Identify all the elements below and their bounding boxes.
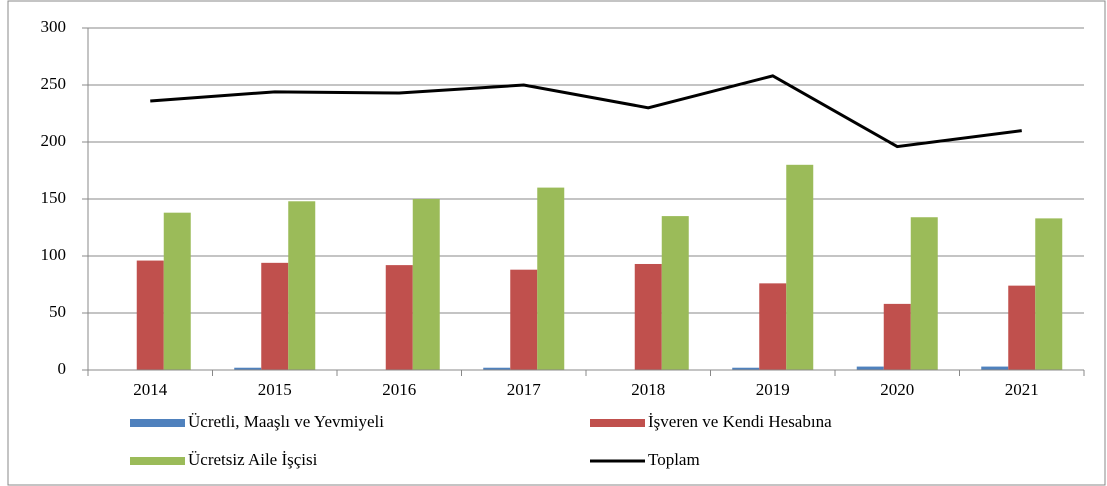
bar [1008,285,1036,370]
y-tick-label: 150 [41,188,67,207]
bar [910,217,938,370]
bar [883,303,911,370]
bar [537,187,565,370]
bar [510,269,538,370]
x-tick-label: 2014 [133,380,168,399]
bar [634,263,662,370]
bar [786,164,814,370]
y-tick-label: 200 [41,131,67,150]
bar [981,366,1009,370]
x-tick-label: 2019 [756,380,790,399]
x-tick-label: 2015 [258,380,292,399]
legend-label: Ücretsiz Aile İşçisi [188,450,318,469]
y-tick-label: 0 [58,359,67,378]
legend-label: Toplam [648,450,700,469]
y-tick-label: 100 [41,245,67,264]
bar [385,265,413,370]
bar [661,216,689,370]
y-tick-label: 50 [49,302,66,321]
legend-swatch [130,419,185,427]
x-tick-label: 2016 [382,380,416,399]
bar [483,367,511,370]
bar [234,367,262,370]
x-tick-label: 2018 [631,380,665,399]
y-tick-label: 300 [41,17,67,36]
x-tick-label: 2017 [507,380,542,399]
bar [732,367,760,370]
bar [1035,218,1063,370]
y-tick-label: 250 [41,74,67,93]
x-tick-label: 2021 [1005,380,1039,399]
legend-label: İşveren ve Kendi Hesabına [648,412,832,431]
legend-swatch [130,457,185,465]
bar [261,262,289,370]
bar [163,212,191,370]
line [150,74,1022,149]
bar [412,199,440,370]
legend-label: Ücretli, Maaşlı ve Yevmiyeli [188,412,384,431]
bar [288,201,316,370]
x-tick-label: 2020 [880,380,914,399]
bar [759,283,787,370]
bar [856,366,884,370]
legend-swatch [590,419,645,427]
bar [136,260,164,370]
